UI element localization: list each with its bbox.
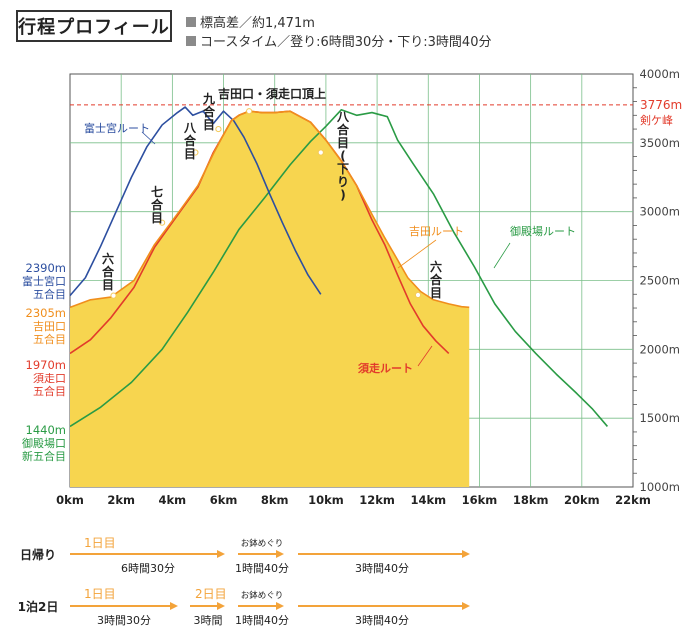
annotations: 2390m富士宮口五合目2305m吉田口五合目1970m須走口五合目1440m御… [22, 86, 576, 463]
y-tick-label: 1500m [640, 411, 680, 425]
x-tick-label: 22km [615, 493, 651, 507]
overnight-seg3: 1時間40分 [235, 614, 289, 627]
overnight-day1-label: 1日目 [84, 587, 116, 601]
x-tick-label: 16km [462, 493, 498, 507]
series-lines [69, 106, 609, 428]
route-label-gotemba: 御殿場ルート [510, 224, 576, 238]
summit-station-label: 吉田口・須走口頂上 [218, 86, 326, 101]
station-marker [246, 108, 253, 115]
start-label-gotemba: 1440m [26, 423, 66, 437]
square-bullet-icon [186, 35, 196, 46]
start-label-subashiri: 五合目 [33, 384, 66, 398]
start-label-subashiri: 須走口 [33, 372, 66, 385]
start-label-yoshida: 五合目 [33, 332, 66, 346]
start-label-gotemba: 御殿場口 [22, 436, 66, 450]
y-tick-label: 2500m [640, 274, 680, 288]
day-trip-ohachi-label: お鉢めぐり [241, 538, 284, 549]
overnight-seg1: 3時間30分 [97, 614, 151, 627]
x-tick-label: 0km [56, 493, 84, 507]
x-tick-label: 12km [359, 493, 395, 507]
x-tick-label: 8km [261, 493, 289, 507]
day-trip-arrow-2-head [276, 550, 284, 558]
summit-elevation-label: 3776m [640, 98, 682, 112]
route-label-leader [493, 242, 511, 269]
station-label-kyugome: 九合目 [202, 91, 216, 132]
station-marker [159, 219, 166, 226]
y-tick-label: 2000m [640, 342, 680, 356]
day-trip-seg1: 6時間30分 [121, 562, 175, 575]
series-line-yoshida [69, 110, 470, 309]
overnight-label: 1泊2日 [18, 599, 59, 614]
station-label-hachigome: 八合目 [183, 121, 197, 161]
station-label-nanagome: 七合目 [151, 185, 164, 225]
route-label-yoshida: 吉田ルート [409, 225, 464, 238]
station-marker [110, 292, 117, 299]
y-tick-label: 3000m [640, 205, 680, 219]
start-label-fujinomiya: 五合目 [33, 287, 66, 301]
x-tick-label: 18km [513, 493, 549, 507]
day-trip-arrow-3-head [462, 550, 470, 558]
axes: 0km 2km 4km 6km 8km 10km 12km 14km 16km 18km 20km 2… [56, 67, 680, 507]
overnight-arrow-1-head [170, 602, 178, 610]
overnight-seg4: 3時間40分 [355, 614, 409, 627]
start-label-subashiri: 1970m [26, 358, 66, 372]
page-title: 行程プロフィール [16, 10, 172, 42]
x-tick-label: 10km [308, 493, 344, 507]
station-label-rokugome: 六合目 [102, 251, 115, 292]
overnight-arrow-3-head [276, 602, 284, 610]
day-trip-arrow-1-head [217, 550, 225, 558]
y-tick-label: 3500m [640, 136, 680, 150]
route-fill-area [70, 111, 470, 488]
route-label-leader [417, 345, 433, 367]
day-trip-seg3: 3時間40分 [355, 562, 409, 575]
route-label-fujinomiya: 富士宮ルート [84, 121, 150, 135]
start-label-gotemba: 新五合目 [22, 449, 66, 463]
route-label-leader [141, 131, 156, 145]
y-tick-label: 1000m [640, 480, 680, 494]
y-tick-label: 4000m [640, 67, 680, 81]
elevation-info: 標高差／約1,471m [186, 12, 315, 31]
day-trip-day1-label: 1日目 [84, 536, 116, 550]
yoshida-fill-area [70, 111, 470, 488]
route-label-leader [397, 239, 437, 269]
start-label-yoshida: 2305m [26, 306, 66, 320]
series-line-fujinomiya [69, 106, 322, 297]
schedule: 日帰り1日目 お鉢めぐり6時間30分 1時間40分 3時間40分1泊2日1日目 2日目お… [18, 536, 470, 627]
series-line-gotemba [69, 108, 609, 428]
x-tick-label: 6km [210, 493, 238, 507]
start-label-yoshida: 吉田口 [33, 320, 66, 333]
overnight-ohachi-label: お鉢めぐり [241, 590, 284, 601]
overnight-arrow-2-head [217, 602, 225, 610]
start-label-fujinomiya: 富士宮口 [22, 274, 66, 288]
overnight-seg2: 3時間 [194, 614, 223, 627]
station-marker [317, 149, 324, 156]
elevation-info-text: 標高差／約1,471m [200, 16, 315, 31]
overnight-arrow-4-head [462, 602, 470, 610]
start-label-fujinomiya: 2390m [26, 261, 66, 275]
station-marker [192, 149, 199, 156]
x-tick-label: 4km [159, 493, 187, 507]
x-tick-label: 20km [564, 493, 600, 507]
x-tick-label: 2km [107, 493, 135, 507]
station-label-hachigome-descent: 八合目(下り) [336, 110, 350, 202]
summit-reference: 3776m 剣ケ峰 [70, 98, 682, 127]
station-marker [414, 291, 422, 299]
square-bullet-icon [186, 16, 196, 27]
day-trip-seg2: 1時間40分 [235, 562, 289, 575]
x-tick-label: 14km [410, 493, 446, 507]
summit-name-label: 剣ケ峰 [640, 114, 673, 127]
day-trip-label: 日帰り [20, 547, 56, 562]
station-label-rokugome-descent: 六合目 [430, 259, 443, 300]
coursetime-info: コースタイム／登り:6時間30分・下り:3時間40分 [186, 31, 491, 50]
station-marker [215, 125, 222, 133]
coursetime-info-text: コースタイム／登り:6時間30分・下り:3時間40分 [200, 35, 492, 50]
route-label-subashiri: 須走ルート [357, 361, 413, 375]
overnight-day2-label: 2日目 [195, 587, 227, 601]
